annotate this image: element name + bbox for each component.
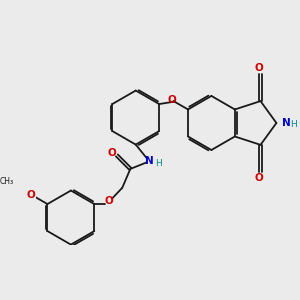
Text: O: O (255, 63, 264, 73)
Text: O: O (104, 196, 113, 206)
Text: CH₃: CH₃ (0, 177, 14, 186)
Text: N: N (281, 118, 290, 128)
Text: N: N (146, 156, 154, 166)
Text: O: O (167, 95, 176, 105)
Text: O: O (108, 148, 116, 158)
Text: O: O (27, 190, 35, 200)
Text: O: O (255, 173, 264, 183)
Text: H: H (155, 159, 162, 168)
Text: H: H (291, 120, 297, 129)
